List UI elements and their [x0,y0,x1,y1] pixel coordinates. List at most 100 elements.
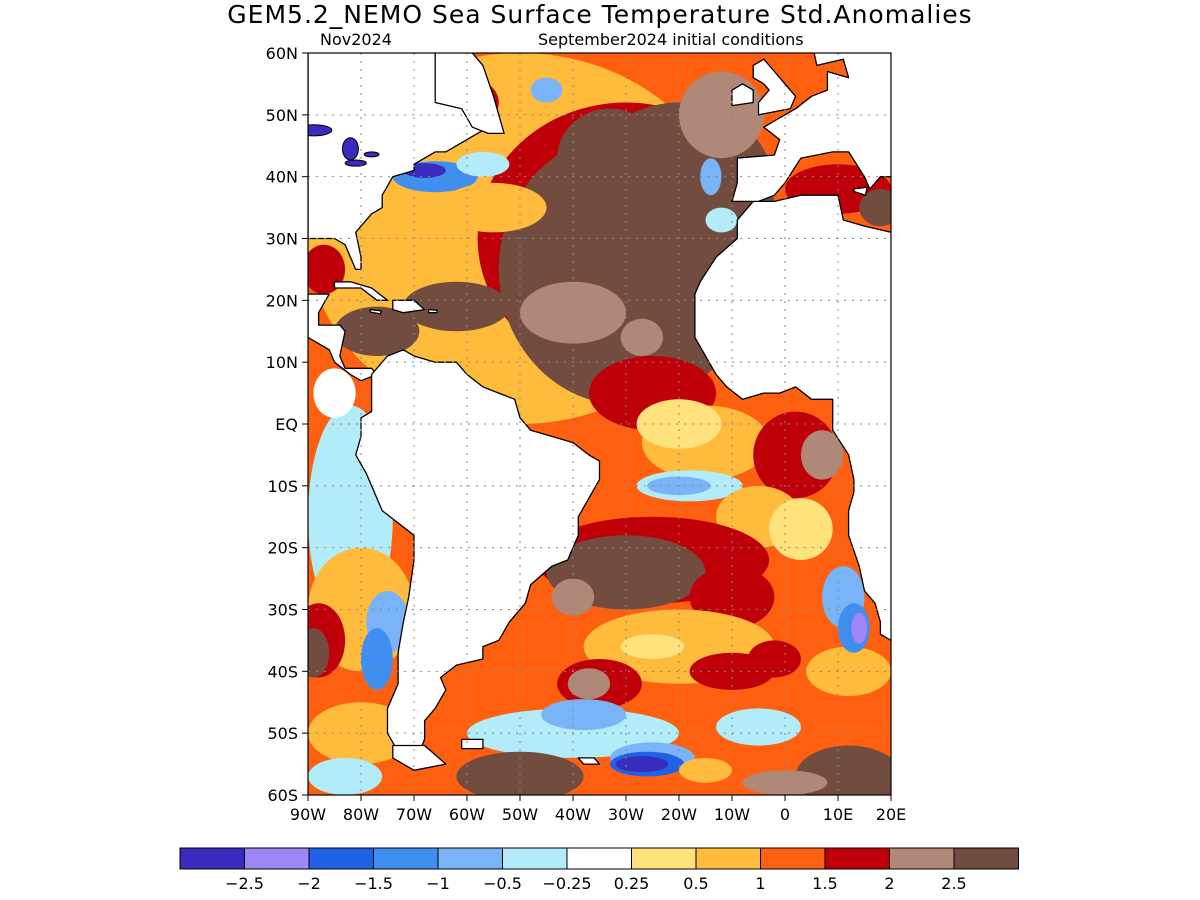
colorbar-label: −1 [426,874,450,893]
great-lake [308,124,333,137]
colorbar-label: 2 [884,874,894,893]
colorbar-swatch [308,847,374,870]
lat-tick-label: 20S [267,539,298,558]
lat-tick-label: EQ [275,415,298,434]
lat-tick-label: 20N [266,291,298,310]
colorbar-label: 2.5 [941,874,966,893]
south-georgia-land [577,757,601,765]
field-zone [334,306,420,356]
lon-tick-label: 10E [823,805,853,824]
colorbar-label: 0.25 [614,874,650,893]
great-britain-land [752,58,797,116]
field-zone [806,646,891,696]
lat-tick-label: 60S [267,786,298,805]
field-zone [716,708,801,746]
field-zone [440,182,547,233]
lon-tick-label: 20E [876,805,906,824]
ireland-land [731,83,754,107]
field-zone [679,71,764,159]
colorbar-swatch [695,847,761,870]
lon-tick-label: 20W [661,805,697,824]
colorbar-label: −2.5 [225,874,264,893]
field-zone [679,757,732,783]
colorbar-label: −0.5 [483,874,522,893]
tierra-del-fuego-land [392,744,447,771]
lon-tick-label: 80W [343,805,379,824]
lon-tick-label: 10W [714,805,750,824]
field-zone [851,612,868,644]
field-zone [308,757,383,795]
falkland-islands-land [461,738,484,750]
great-lake [344,159,367,167]
field-zone [705,207,738,233]
field-zone [700,158,722,196]
figure-title: GEM5.2_NEMO Sea Surface Temperature Std.… [227,0,973,29]
colorbar-label: −1.5 [354,874,393,893]
labrador-land [434,53,505,135]
jamaica-land [369,308,382,315]
lat-tick-label: 40N [266,168,298,187]
colorbar-swatch [566,847,632,870]
lat-tick-label: 50N [266,106,298,125]
field-zone [530,77,563,103]
field-zone [859,189,891,227]
initial-conditions-label: September2024 initial conditions [538,30,804,49]
lat-tick-label: 50S [267,724,298,743]
colorbar-swatch [373,847,439,870]
field-zone [361,628,393,690]
field-zone [403,281,510,332]
field-zone [520,281,626,344]
field-zone [636,399,722,449]
field-zone [541,699,626,731]
lat-tick-label: 40S [267,662,298,681]
cuba-land [333,281,389,301]
colorbar: −2.5 −2 −1.5 −1 −0.5 −0.25 0.25 0.5 1 1.5 2 2.5 [179,847,1019,893]
colorbar-label: 1.5 [812,874,837,893]
colorbar-swatch [502,847,568,870]
field-zone [747,640,801,678]
lat-tick-label: 30N [266,230,298,249]
colorbar-swatch [631,847,697,870]
colorbar-swatch [889,847,955,870]
puerto-rico-land [427,308,438,314]
colorbar-label: 1 [755,874,765,893]
field-zone [620,634,685,659]
field-zone [313,368,356,418]
colorbar-swatch [244,847,310,870]
field-zone [769,498,833,560]
lon-tick-label: 30W [608,805,644,824]
lat-tick-label: 10N [266,353,298,372]
colorbar-swatch [824,847,890,870]
lon-tick-label: 60W [449,805,485,824]
field-zone [557,108,664,208]
map-gridlines [308,53,891,795]
field-zone [567,668,611,700]
colorbar-label: −0.25 [542,874,591,893]
land-masses [308,53,891,771]
map-axes: 60N 50N 40N 30N 20N 10N EQ 10S 20S 30S 40S 50S 60S90… [266,44,907,824]
africa-land [694,194,891,642]
field-zone [620,318,664,356]
europe-land [731,53,891,203]
field-zone [456,151,510,177]
target-month-label: Nov2024 [320,30,392,49]
sicily-land [853,186,868,196]
field-zone [308,628,330,678]
colorbar-swatch [437,847,503,870]
lon-tick-label: 90W [290,805,326,824]
great-lake [363,151,380,158]
south-america-land [355,349,601,765]
colorbar-swatch [760,847,826,870]
lat-tick-label: 10S [267,477,298,496]
lon-tick-label: 0 [780,805,790,824]
central-america-land [308,293,378,382]
field-zone [800,430,844,480]
field-zone [456,751,584,795]
great-lake [341,137,359,161]
colorbar-swatch [179,847,245,870]
colorbar-label: 0.5 [683,874,708,893]
lat-tick-label: 60N [266,44,298,63]
field-zone [615,756,669,773]
